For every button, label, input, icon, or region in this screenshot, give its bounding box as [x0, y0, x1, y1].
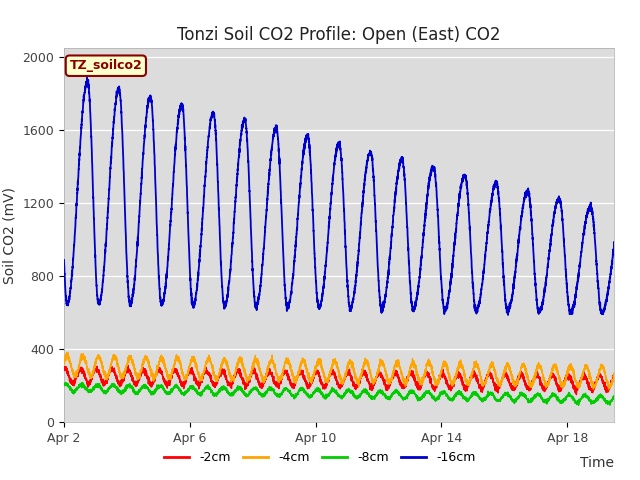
Legend: -2cm, -4cm, -8cm, -16cm: -2cm, -4cm, -8cm, -16cm: [159, 446, 481, 469]
Y-axis label: Soil CO2 (mV): Soil CO2 (mV): [3, 187, 17, 284]
Text: TZ_soilco2: TZ_soilco2: [70, 59, 142, 72]
Title: Tonzi Soil CO2 Profile: Open (East) CO2: Tonzi Soil CO2 Profile: Open (East) CO2: [177, 25, 501, 44]
Text: Time: Time: [580, 456, 614, 470]
